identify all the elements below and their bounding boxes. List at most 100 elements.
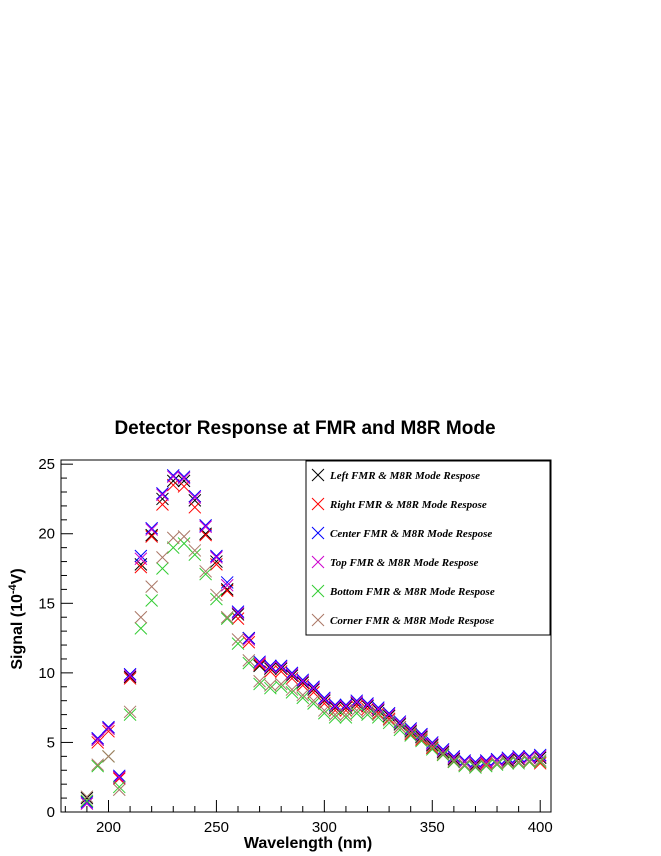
data-point xyxy=(102,724,115,738)
data-point xyxy=(123,667,137,681)
data-point xyxy=(156,492,169,506)
data-point xyxy=(274,659,288,673)
plot-frame xyxy=(60,459,552,813)
data-point xyxy=(339,704,353,717)
y-tick-label: 0 xyxy=(47,804,55,821)
series-5 xyxy=(80,530,547,804)
legend-marker xyxy=(311,613,325,627)
legend-marker xyxy=(311,555,325,569)
data-point xyxy=(382,716,396,730)
data-point xyxy=(425,736,439,749)
data-point xyxy=(199,520,212,534)
data-point xyxy=(447,749,461,763)
data-point xyxy=(328,698,342,712)
data-point xyxy=(166,531,180,545)
y-tick-label: 15 xyxy=(38,595,55,612)
data-point xyxy=(145,523,159,536)
data-point xyxy=(91,731,105,745)
data-point xyxy=(533,748,547,762)
data-point xyxy=(425,738,439,752)
data-point xyxy=(307,680,320,694)
data-point xyxy=(350,694,364,708)
data-point xyxy=(231,605,245,619)
data-point xyxy=(490,756,504,770)
data-point xyxy=(328,701,342,715)
legend-marker xyxy=(311,468,325,482)
data-point xyxy=(469,755,482,769)
data-point xyxy=(220,576,234,589)
legend-marker xyxy=(311,584,325,598)
data-point xyxy=(317,691,331,705)
data-point xyxy=(242,633,256,646)
data-point xyxy=(479,756,493,770)
data-point xyxy=(123,672,137,685)
x-tick-label: 250 xyxy=(204,819,229,836)
data-point xyxy=(371,704,385,717)
y-tick-label: 20 xyxy=(38,526,55,543)
data-point xyxy=(242,653,256,667)
data-point xyxy=(112,780,126,794)
data-point xyxy=(447,752,461,766)
data-point xyxy=(177,530,191,543)
data-point xyxy=(274,677,288,691)
y-tick-label: 25 xyxy=(38,456,55,473)
data-point xyxy=(134,621,148,635)
data-point xyxy=(501,756,515,770)
data-point xyxy=(382,706,396,720)
data-point xyxy=(469,756,482,770)
data-point xyxy=(350,706,364,720)
data-point xyxy=(350,704,364,717)
data-point xyxy=(285,669,299,683)
x-tick-labels: 200 250 300 350 400 xyxy=(96,819,553,836)
data-point xyxy=(285,667,299,681)
data-point xyxy=(253,656,266,670)
data-point xyxy=(285,672,299,685)
data-point xyxy=(253,674,266,688)
data-point xyxy=(134,552,148,566)
data-point xyxy=(501,755,515,769)
data-point xyxy=(393,717,407,731)
data-point xyxy=(296,673,310,687)
data-point xyxy=(447,754,461,767)
data-point xyxy=(134,610,148,624)
data-point xyxy=(188,548,202,561)
data-point xyxy=(264,665,277,678)
data-point xyxy=(339,708,353,721)
data-point xyxy=(361,698,374,712)
legend-marker xyxy=(311,526,325,540)
data-point xyxy=(317,704,331,717)
x-tick-label: 200 xyxy=(96,819,121,836)
data-point xyxy=(501,754,515,767)
data-point xyxy=(523,749,536,763)
data-point xyxy=(458,754,472,767)
data-point xyxy=(220,612,234,625)
data-point xyxy=(177,474,191,488)
data-point xyxy=(274,662,288,676)
data-point xyxy=(479,758,493,772)
data-point xyxy=(479,759,493,773)
data-point xyxy=(177,471,191,485)
data-point xyxy=(264,662,277,676)
data-point xyxy=(479,755,493,769)
data-point xyxy=(447,755,461,769)
data-point xyxy=(361,708,374,721)
data-point xyxy=(436,745,450,759)
data-point xyxy=(501,751,515,765)
data-point xyxy=(123,669,137,683)
data-point xyxy=(199,564,212,578)
data-point xyxy=(102,722,115,735)
data-point xyxy=(91,733,105,747)
data-point xyxy=(501,752,515,766)
data-point xyxy=(166,470,180,484)
data-point xyxy=(253,677,266,691)
data-point xyxy=(264,659,277,673)
legend-label: Left FMR & M8R Mode Respose xyxy=(329,470,480,482)
data-point xyxy=(523,754,536,767)
data-point xyxy=(102,749,115,763)
x-axis-label: Wavelength (nm) xyxy=(244,835,372,852)
data-point xyxy=(210,592,223,606)
data-point xyxy=(156,488,169,502)
data-point xyxy=(220,583,234,596)
data-point xyxy=(447,751,461,765)
